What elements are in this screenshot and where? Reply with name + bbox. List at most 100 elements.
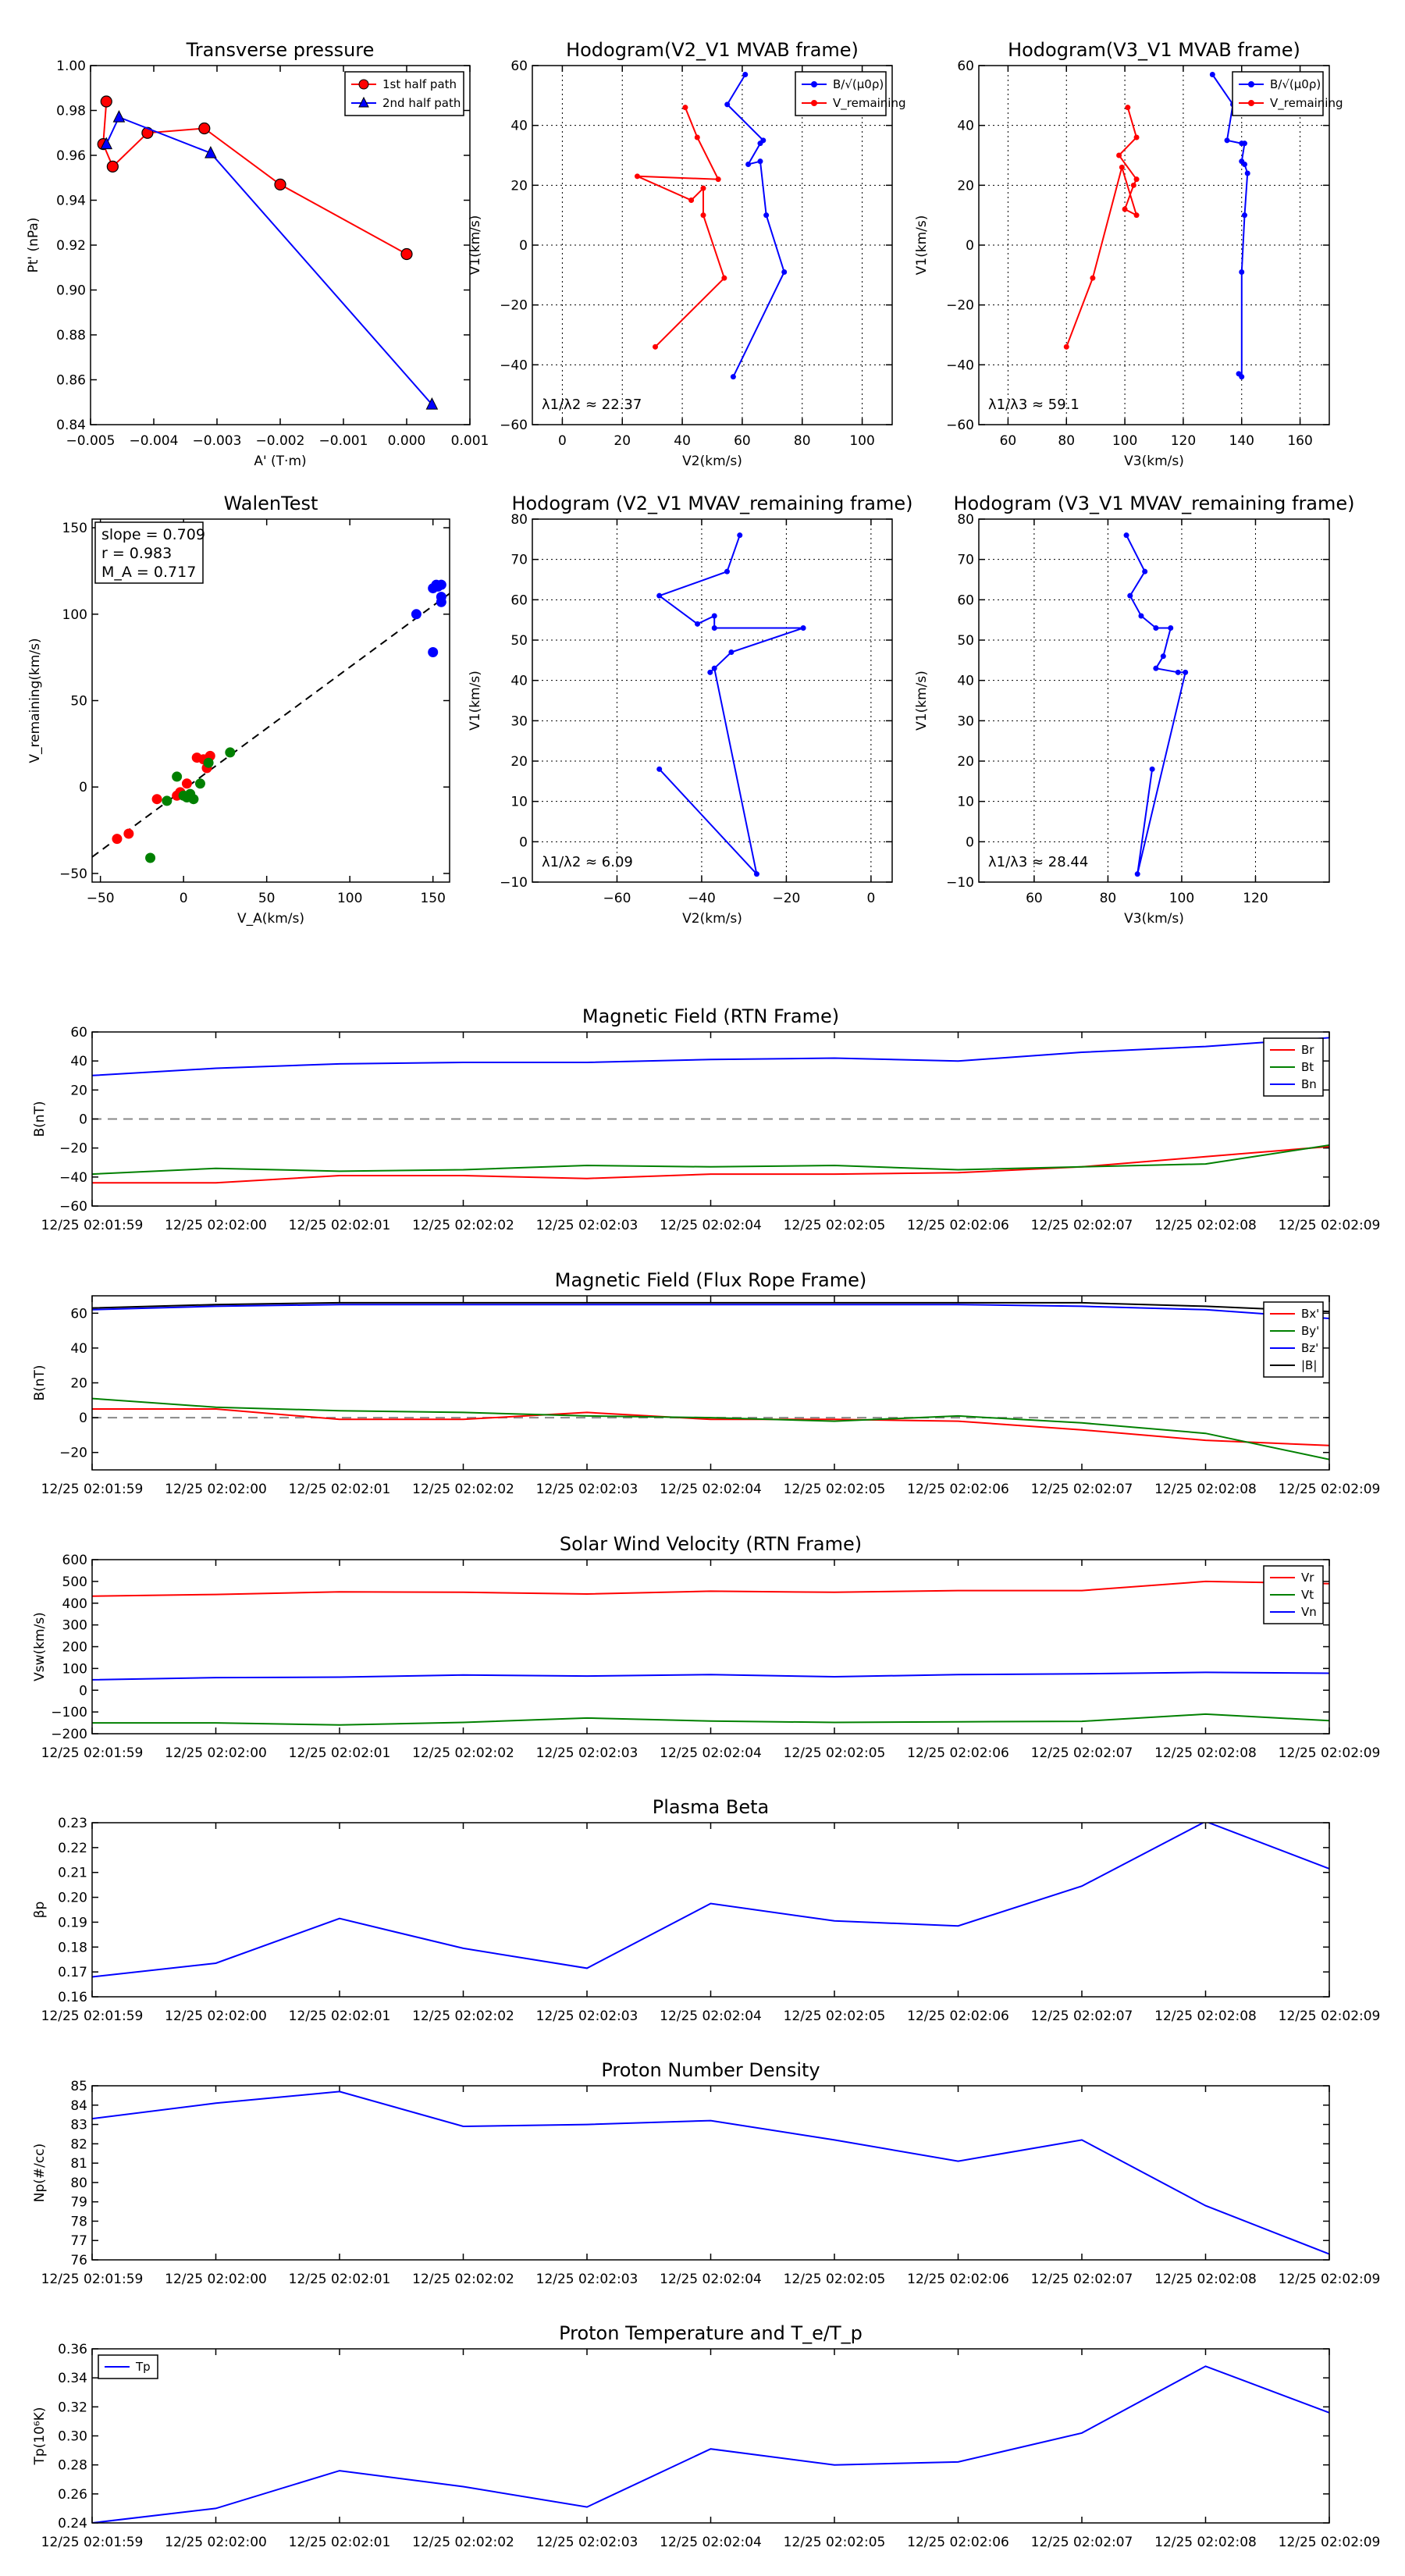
data-point	[1153, 665, 1159, 671]
y-tick-label: 60	[70, 1025, 87, 1041]
data-point	[436, 596, 446, 607]
data-point	[1239, 269, 1245, 275]
y-tick-label: 81	[70, 2156, 87, 2172]
legend-box	[344, 71, 464, 116]
plot-area	[92, 1037, 1329, 1184]
y-tick-label: 0.16	[58, 1990, 87, 2005]
data-point	[225, 747, 236, 758]
data-point	[151, 794, 162, 805]
y-tick-label: 0.24	[58, 2516, 87, 2532]
chart-vsw: Solar Wind Velocity (RTN Frame) −200 −100 0…	[32, 1533, 1380, 1761]
y-tick-label: 0.90	[56, 283, 86, 299]
x-tick-label: −50	[87, 891, 115, 906]
y-tick-label: 40	[510, 119, 528, 134]
x-tick-label: 12/25 02:02:08	[1154, 1745, 1257, 1761]
x-tick-label: 12/25 02:02:07	[1031, 2272, 1133, 2287]
data-point	[411, 609, 422, 620]
x-tick-label: 120	[1243, 891, 1268, 906]
y-tick-label: 30	[957, 713, 974, 729]
x-tick-label: 60	[1000, 433, 1017, 449]
x-tick-label: 12/25 02:02:06	[907, 2008, 1009, 2024]
data-point	[1130, 182, 1136, 188]
x-tick-label: −0.003	[193, 433, 242, 449]
data-point	[757, 141, 763, 147]
data-point	[724, 101, 731, 108]
chart-title: Proton Temperature and T_e/T_p	[559, 2322, 863, 2344]
x-tick-label: 12/25 02:02:03	[536, 1482, 638, 1497]
data-point	[688, 197, 695, 203]
y-tick-label: 0.96	[56, 148, 86, 164]
data-point	[1142, 568, 1148, 575]
y-tick-label: 80	[70, 2176, 87, 2191]
data-point	[205, 146, 217, 158]
series-line-V_remaining	[637, 107, 726, 348]
y-axis-label: βp	[32, 1902, 48, 1919]
data-point	[181, 778, 192, 789]
y-tick-label: 0.19	[58, 1915, 87, 1930]
x-tick-label: 12/25 02:02:06	[907, 1482, 1009, 1497]
legend-label: By'	[1301, 1324, 1319, 1338]
axes-frame	[91, 1295, 1330, 1471]
y-tick-label: 79	[70, 2195, 87, 2211]
y-axis-label: Vsw(km/s)	[32, 1612, 48, 1681]
legend-label: B/√(μ0ρ)	[833, 77, 884, 91]
chart-title: Transverse pressure	[186, 39, 375, 61]
axes-frame	[91, 1559, 1330, 1735]
y-tick-label: −20	[59, 1446, 87, 1461]
axes-frame	[532, 65, 893, 425]
x-tick-label: 100	[849, 433, 874, 449]
y-axis-label: V1(km/s)	[914, 215, 930, 276]
y-axis-label: Np(#/cc)	[32, 2144, 48, 2202]
y-tick-label: 82	[70, 2137, 87, 2152]
x-tick-label: 40	[674, 433, 691, 449]
x-tick-label: 0	[180, 891, 188, 906]
x-tick-label: 12/25 02:02:03	[536, 1745, 638, 1761]
y-tick-label: 20	[70, 1083, 87, 1098]
y-tick-label: −60	[946, 418, 974, 433]
y-axis-label: B(nT)	[32, 1101, 48, 1137]
y-tick-label: 60	[510, 592, 528, 608]
y-tick-label: 83	[70, 2118, 87, 2133]
legend-marker	[1248, 81, 1254, 87]
data-point	[1241, 162, 1247, 167]
axes-frame	[90, 65, 471, 425]
x-tick-label: 120	[1171, 433, 1196, 449]
x-tick-label: 12/25 02:02:04	[660, 2272, 762, 2287]
x-tick-label: 12/25 02:02:04	[660, 1482, 762, 1497]
data-point	[1153, 625, 1159, 631]
data-point	[745, 162, 752, 167]
y-tick-label: 85	[70, 2079, 87, 2094]
x-tick-label: 12/25 02:02:00	[165, 2008, 267, 2024]
y-tick-label: 0.30	[58, 2429, 87, 2445]
x-tick-label: 12/25 02:02:08	[1154, 2008, 1257, 2024]
y-tick-label: 0.86	[56, 373, 86, 389]
data-point	[1224, 137, 1230, 144]
y-tick-label: 0.21	[58, 1866, 87, 1881]
series-line-V_remaining	[1065, 107, 1138, 347]
y-tick-label: 0.84	[56, 418, 86, 433]
y-tick-label: 0.92	[56, 238, 86, 254]
data-point	[400, 247, 413, 261]
data-point	[763, 212, 770, 219]
x-tick-label: 12/25 02:01:59	[41, 1482, 144, 1497]
data-point	[1133, 176, 1140, 183]
series-line-Tp	[92, 2365, 1329, 2523]
y-tick-label: −60	[59, 1199, 87, 1215]
x-tick-label: 100	[1169, 891, 1194, 906]
data-point	[1138, 613, 1144, 619]
x-tick-label: 12/25 02:02:09	[1279, 1218, 1381, 1233]
x-tick-label: 60	[734, 433, 751, 449]
data-point	[274, 178, 286, 190]
y-tick-label: −50	[59, 866, 87, 882]
y-tick-label: 100	[62, 1661, 87, 1677]
series-line-|B|	[92, 1301, 1329, 1313]
x-tick-label: 12/25 02:02:09	[1279, 1745, 1381, 1761]
data-point	[145, 852, 156, 863]
chart-mag_rtn: Magnetic Field (RTN Frame) −60 −40 −20 0 20 40…	[32, 1005, 1380, 1233]
y-tick-label: 0.94	[56, 194, 86, 209]
y-tick-label: −10	[500, 875, 528, 891]
data-point	[707, 669, 713, 675]
chart-title: Solar Wind Velocity (RTN Frame)	[560, 1533, 862, 1555]
legend-marker	[811, 81, 817, 87]
